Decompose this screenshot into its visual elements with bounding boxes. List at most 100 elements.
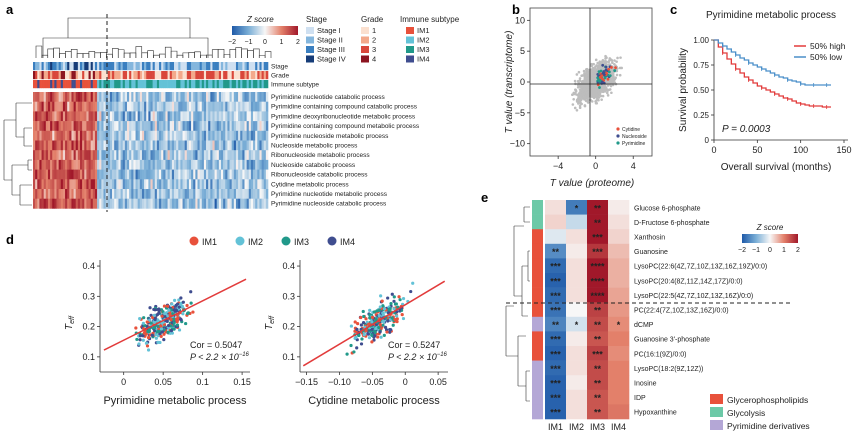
b-highlight-point xyxy=(604,65,608,69)
a-heatmap-cell xyxy=(201,130,205,141)
a-immune-legend-label: IM2 xyxy=(417,36,430,45)
a-heatmap-cell xyxy=(176,179,179,190)
a-heatmap-cell xyxy=(193,140,196,151)
d-sample-point xyxy=(393,302,398,306)
a-heatmap-cell xyxy=(144,150,147,161)
d-sample-point xyxy=(165,319,169,323)
a-heatmap-cell xyxy=(103,189,106,199)
a-immune-cell xyxy=(265,80,269,89)
a-heatmap-cell xyxy=(127,179,130,190)
a-heatmap-cell xyxy=(118,140,121,151)
b-highlight-point xyxy=(614,66,617,70)
a-heatmap-cell xyxy=(58,159,62,170)
a-immune-cell xyxy=(201,80,205,89)
a-grade-legend-label: 2 xyxy=(372,36,376,45)
a-grade-cell xyxy=(133,71,136,80)
a-heatmap-cell xyxy=(137,121,141,132)
a-heatmap-cell xyxy=(141,179,145,190)
d-sample-point xyxy=(169,318,173,322)
a-heatmap-cell xyxy=(99,150,102,161)
a-heatmap-cell xyxy=(144,92,147,102)
a-heatmap-cell xyxy=(195,101,198,112)
e-significance-stars: **** xyxy=(590,276,605,286)
a-heatmap-cell xyxy=(199,189,203,199)
d-sample-point xyxy=(176,316,180,320)
e-row-label: Hypoxanthine xyxy=(634,410,677,417)
b-gene-point xyxy=(585,74,589,78)
a-grade-cell xyxy=(263,71,267,80)
e-class-cell xyxy=(532,287,543,303)
a-heatmap-cell xyxy=(97,140,100,151)
e-significance-stars: *** xyxy=(592,247,603,257)
e-zscore-tick: 2 xyxy=(796,247,800,254)
a-dendro-branch xyxy=(253,48,260,58)
a-heatmap-cell xyxy=(203,169,207,180)
a-heatmap-cell xyxy=(77,198,81,209)
a-heatmap-cell xyxy=(99,101,102,112)
a-heatmap-cell xyxy=(229,101,232,112)
a-heatmap-cell xyxy=(216,169,220,180)
a-immune-cell xyxy=(221,80,224,89)
a-heatmap-cell xyxy=(250,189,254,199)
a-stage-cell xyxy=(71,62,74,71)
a-heatmap-cell xyxy=(135,140,138,151)
a-heatmap-cell xyxy=(146,140,149,151)
a-stage-cell xyxy=(150,62,153,71)
a-heatmap-cell xyxy=(263,150,267,161)
a-grade-cell xyxy=(150,71,153,80)
a-heatmap-cell xyxy=(146,150,149,161)
e-significance-stars: *** xyxy=(550,408,561,418)
a-heatmap-cell xyxy=(133,169,136,180)
a-heatmap-cell xyxy=(122,169,126,180)
d-sample-point xyxy=(134,326,138,330)
a-heatmap-cell xyxy=(229,159,232,170)
a-stage-cell xyxy=(229,62,232,71)
a-heatmap-cell xyxy=(135,111,138,122)
a-heatmap-cell xyxy=(54,130,57,141)
a-dendro-branch xyxy=(135,46,143,58)
a-heatmap-cell xyxy=(225,179,228,190)
a-heatmap-cell xyxy=(199,179,203,190)
a-heatmap-cell xyxy=(58,130,62,141)
a-heatmap-cell xyxy=(133,130,136,141)
b-gene-point xyxy=(580,80,584,84)
b-gene-point xyxy=(594,101,598,105)
a-heatmap-cell xyxy=(169,140,173,151)
a-stage-cell xyxy=(231,62,235,71)
a-heatmap-cell xyxy=(223,159,226,170)
a-heatmap-cell xyxy=(107,92,111,102)
a-heatmap-cell xyxy=(163,130,166,141)
a-heatmap-cell xyxy=(88,111,91,122)
e-heatmap-cell xyxy=(608,258,630,274)
a-heatmap-cell xyxy=(174,92,177,102)
a-heatmap-cell xyxy=(263,111,267,122)
d-sample-point xyxy=(135,337,139,342)
a-heatmap-cell xyxy=(165,150,168,161)
b-gene-point xyxy=(615,73,619,77)
a-stage-cell xyxy=(156,62,160,71)
a-heatmap-cell xyxy=(90,92,94,102)
d-sample-point xyxy=(382,320,386,324)
d-xtick-label: −0.05 xyxy=(361,377,384,387)
a-stage-cell xyxy=(69,62,72,71)
b-gene-point xyxy=(575,73,579,76)
a-heatmap-cell xyxy=(231,189,235,199)
a-stage-cell xyxy=(52,62,55,71)
a-heatmap-cell xyxy=(156,140,160,151)
a-heatmap-cell xyxy=(103,130,106,141)
a-heatmap-cell xyxy=(182,169,185,180)
a-heatmap-cell xyxy=(227,111,230,122)
e-significance-stars: ** xyxy=(594,408,602,418)
e-significance-stars: ** xyxy=(552,320,560,330)
a-heatmap-cell xyxy=(221,159,224,170)
a-immune-cell xyxy=(75,80,79,89)
e-zscore-colorbar xyxy=(742,234,798,243)
a-heatmap-cell xyxy=(165,121,168,132)
a-heatmap-cell xyxy=(242,189,245,199)
a-stage-cell xyxy=(122,62,126,71)
a-heatmap-cell xyxy=(50,121,53,132)
b-gene-point xyxy=(577,83,581,87)
b-gene-point xyxy=(590,92,593,96)
d-sample-point xyxy=(179,318,183,322)
a-heatmap-cell xyxy=(193,179,196,190)
